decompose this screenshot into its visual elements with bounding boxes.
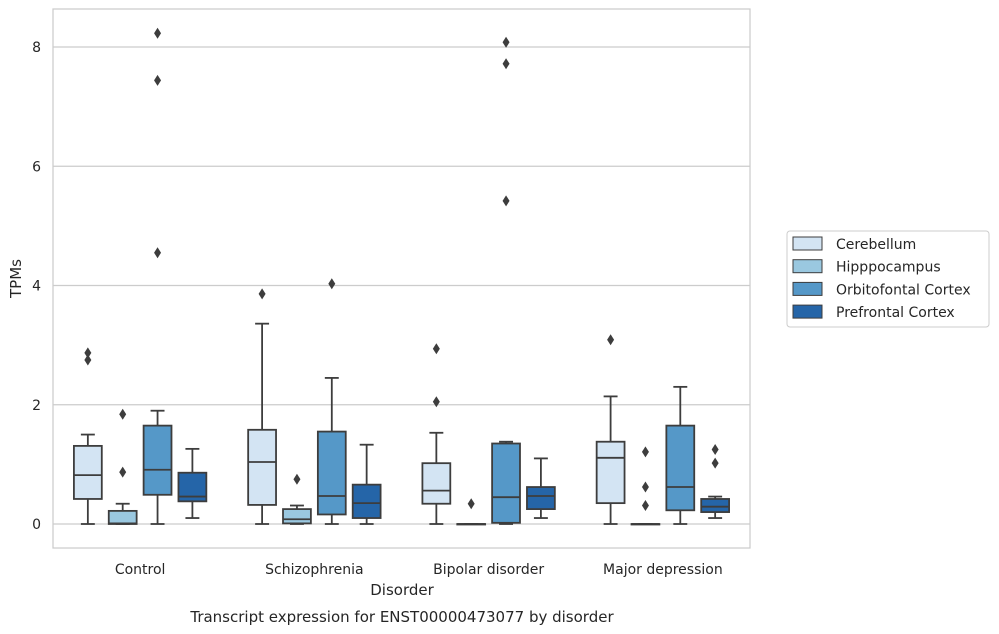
x-axis-title: Disorder [370, 581, 434, 599]
chart-title: Transcript expression for ENST0000047307… [189, 608, 614, 626]
box-body [316, 430, 347, 516]
box-4-4 [700, 443, 730, 519]
y-tick-label-8: 8 [32, 40, 41, 56]
legend-swatch [792, 281, 823, 296]
legend-frame [786, 230, 990, 328]
box-layer [73, 27, 730, 526]
outlier-1 [467, 498, 475, 510]
box-body [142, 424, 173, 496]
series-cerebellum [73, 288, 626, 525]
box-body [665, 424, 696, 512]
box-body [595, 440, 626, 505]
box-body [421, 462, 452, 505]
box-3-1 [142, 27, 173, 525]
series-orbitofontal-cortex [142, 27, 696, 525]
box-1-2 [247, 288, 277, 525]
box-body [247, 428, 277, 506]
y-tick-label-0: 0 [32, 517, 41, 533]
legend-swatch [792, 259, 823, 274]
outlier-1 [432, 396, 440, 408]
x-axis-ticks: Control Schizophrenia Bipolar disorder Majo… [115, 562, 723, 578]
plot-frame [52, 8, 751, 549]
box-body [351, 483, 382, 519]
y-tick-label-4: 4 [32, 279, 41, 295]
outlier-2 [84, 347, 92, 359]
x-tick-label-4: Major depression [603, 562, 723, 578]
outlier-1 [84, 354, 92, 366]
legend-item-1: Cerebellum [792, 236, 916, 253]
legend-swatch [792, 236, 823, 251]
box-3-4 [665, 385, 696, 525]
outlier-3 [502, 36, 510, 48]
legend-label: Hipppocampus [836, 260, 941, 276]
legend-label: Cerebellum [836, 237, 916, 253]
outlier-2 [641, 481, 649, 493]
outlier-2 [154, 74, 162, 86]
outlier-1 [328, 278, 336, 290]
box-1-1 [73, 347, 103, 525]
box-2-3 [456, 498, 487, 526]
legend-item-2: Hipppocampus [792, 259, 941, 276]
outlier-1 [154, 247, 162, 259]
series-prefrontal-cortex [177, 443, 730, 525]
box-3-3 [491, 36, 521, 525]
outlier-1 [607, 334, 615, 346]
outlier-3 [154, 27, 162, 39]
box-body [107, 509, 138, 525]
outlier-2 [711, 443, 719, 455]
box-2-4 [630, 446, 661, 526]
box-2-1 [107, 408, 138, 525]
outlier-1 [711, 457, 719, 469]
box-1-4 [595, 334, 626, 525]
legend-item-4: Prefrontal Cortex [792, 304, 955, 321]
legend-swatch [792, 304, 823, 319]
outlier-2 [502, 58, 510, 70]
x-tick-label-1: Control [115, 562, 166, 578]
x-tick-label-2: Schizophrenia [265, 562, 363, 578]
box-3-2 [316, 278, 347, 525]
outlier-1 [293, 473, 301, 485]
outlier-2 [119, 408, 127, 420]
box-4-1 [177, 447, 208, 519]
box-1-3 [421, 343, 452, 525]
outlier-1 [502, 195, 510, 207]
y-tick-label-2: 2 [32, 398, 41, 414]
series-hipppocampus [107, 408, 661, 526]
box-body [526, 486, 556, 510]
outlier-2 [432, 343, 440, 355]
y-axis-title: TPMs [7, 259, 25, 299]
outlier-1 [258, 288, 266, 300]
outlier-3 [641, 446, 649, 458]
legend-label: Orbitofontal Cortex [836, 282, 971, 298]
box-2-2 [282, 473, 312, 525]
box-body [73, 444, 103, 500]
outlier-1 [641, 500, 649, 512]
legend-label: Prefrontal Cortex [836, 305, 955, 321]
legend-item-3: Orbitofontal Cortex [792, 281, 971, 298]
box-body [700, 498, 730, 513]
box-4-3 [526, 457, 556, 519]
y-axis-ticks: 0 2 4 6 8 [32, 40, 41, 533]
outlier-1 [119, 466, 127, 478]
box-body [491, 442, 521, 524]
y-tick-label-6: 6 [32, 159, 41, 175]
box-body [282, 508, 312, 525]
legend: Cerebellum Hipppocampus Orbitofontal Corte… [786, 230, 990, 328]
box-4-2 [351, 443, 382, 525]
x-tick-label-3: Bipolar disorder [433, 562, 544, 578]
